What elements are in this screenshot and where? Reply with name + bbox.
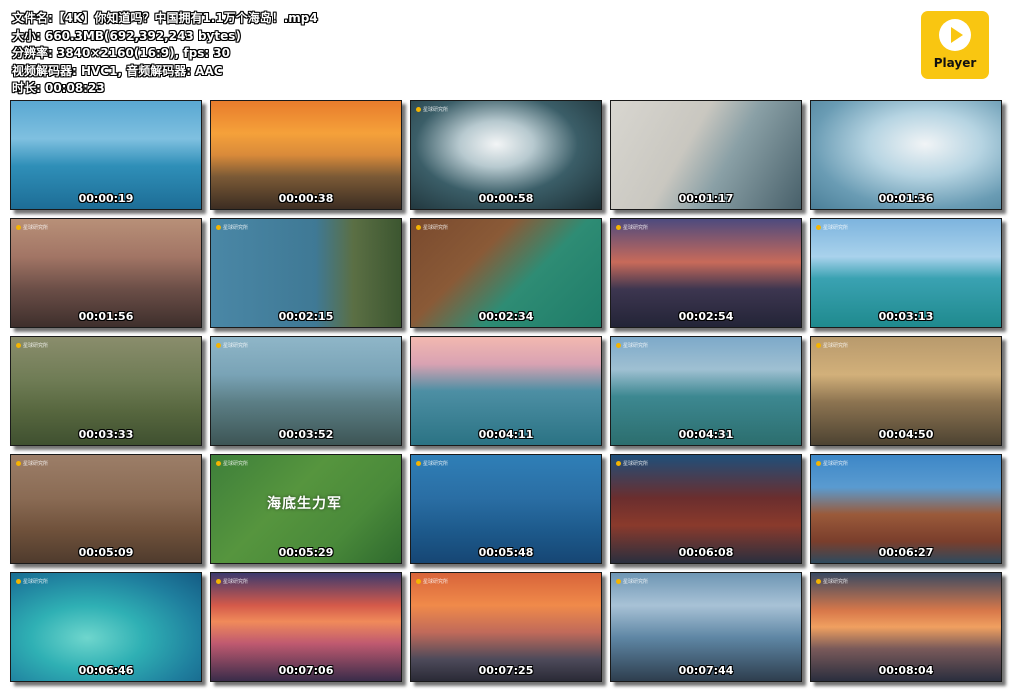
watermark: 星球研究所 <box>416 460 448 467</box>
player-logo: Player <box>921 11 989 79</box>
video-thumbnail[interactable]: 星球研究所 00:06:08 <box>610 454 802 564</box>
timestamp-label: 00:01:17 <box>678 192 734 205</box>
video-thumbnail[interactable]: 星球研究所 00:05:09 <box>10 454 202 564</box>
watermark: 星球研究所 <box>16 460 48 467</box>
resolution-line: 分辨率: 3840×2160(16:9), fps: 30 <box>12 46 231 60</box>
timestamp-label: 00:04:11 <box>478 428 534 441</box>
timestamp-label: 00:08:04 <box>878 664 934 677</box>
timestamp-label: 00:05:48 <box>478 546 534 559</box>
timestamp-label: 00:07:25 <box>478 664 534 677</box>
video-thumbnail[interactable]: 星球研究所 00:03:52 <box>210 336 402 446</box>
video-thumbnail[interactable]: 00:04:11 <box>410 336 602 446</box>
video-thumbnail[interactable]: 星球研究所 00:04:50 <box>810 336 1002 446</box>
timestamp-label: 00:04:31 <box>678 428 734 441</box>
timestamp-label: 00:00:58 <box>478 192 534 205</box>
timestamp-label: 00:03:52 <box>278 428 334 441</box>
watermark: 星球研究所 <box>416 224 448 231</box>
file-name-line: 文件名:【4K】你知道吗？中国拥有1.1万个海岛！.mp4 <box>12 11 318 25</box>
codec-line: 视频解码器: HVC1, 音频解码器: AAC <box>12 63 223 78</box>
video-thumbnail[interactable]: 00:00:19 <box>10 100 202 210</box>
video-thumbnail[interactable]: 星球研究所 00:03:13 <box>810 218 1002 328</box>
video-thumbnail[interactable]: 星球研究所 00:02:34 <box>410 218 602 328</box>
timestamp-label: 00:03:13 <box>878 310 934 323</box>
timestamp-label: 00:01:56 <box>78 310 134 323</box>
timestamp-label: 00:06:08 <box>678 546 734 559</box>
video-thumbnail[interactable]: 星球研究所 00:06:27 <box>810 454 1002 564</box>
watermark: 星球研究所 <box>816 342 848 349</box>
watermark: 星球研究所 <box>416 578 448 585</box>
watermark: 星球研究所 <box>216 342 248 349</box>
scene-caption: 海底生力军 <box>267 496 342 512</box>
video-thumbnail[interactable]: 00:01:17 <box>610 100 802 210</box>
watermark: 星球研究所 <box>616 342 648 349</box>
timestamp-label: 00:07:44 <box>678 664 734 677</box>
video-thumbnail[interactable]: 00:01:36 <box>810 100 1002 210</box>
video-thumbnail[interactable]: 00:00:38 <box>210 100 402 210</box>
video-thumbnail[interactable]: 星球研究所 00:07:44 <box>610 572 802 682</box>
video-thumbnail[interactable]: 星球研究所 00:07:06 <box>210 572 402 682</box>
video-thumbnail[interactable]: 星球研究所 00:01:56 <box>10 218 202 328</box>
watermark: 星球研究所 <box>16 342 48 349</box>
timestamp-label: 00:06:46 <box>78 664 134 677</box>
play-icon <box>939 19 971 51</box>
video-thumbnail[interactable]: 星球研究所 00:02:15 <box>210 218 402 328</box>
timestamp-label: 00:06:27 <box>878 546 934 559</box>
timestamp-label: 00:01:36 <box>878 192 934 205</box>
video-thumbnail[interactable]: 星球研究所海底生力军 00:05:29 <box>210 454 402 564</box>
video-thumbnail[interactable]: 星球研究所 00:06:46 <box>10 572 202 682</box>
watermark: 星球研究所 <box>216 460 248 467</box>
video-thumbnail[interactable]: 星球研究所 00:02:54 <box>610 218 802 328</box>
watermark: 星球研究所 <box>216 224 248 231</box>
watermark: 星球研究所 <box>216 578 248 585</box>
timestamp-label: 00:07:06 <box>278 664 334 677</box>
timestamp-label: 00:02:54 <box>678 310 734 323</box>
video-thumbnail[interactable]: 星球研究所 00:07:25 <box>410 572 602 682</box>
duration-line: 时长: 00:08:23 <box>12 81 105 95</box>
timestamp-label: 00:04:50 <box>878 428 934 441</box>
file-size-line: 大小: 660.3MB(692,392,243 bytes) <box>12 28 241 43</box>
timestamp-label: 00:00:19 <box>78 192 134 205</box>
timestamp-label: 00:00:38 <box>278 192 334 205</box>
watermark: 星球研究所 <box>616 578 648 585</box>
player-logo-label: Player <box>933 56 977 70</box>
watermark: 星球研究所 <box>816 460 848 467</box>
timestamp-label: 00:02:15 <box>278 310 334 323</box>
video-thumbnail[interactable]: 星球研究所 00:04:31 <box>610 336 802 446</box>
timestamp-label: 00:05:29 <box>278 546 334 559</box>
timestamp-label: 00:03:33 <box>78 428 134 441</box>
watermark: 星球研究所 <box>16 224 48 231</box>
watermark: 星球研究所 <box>816 578 848 585</box>
watermark: 星球研究所 <box>816 224 848 231</box>
watermark: 星球研究所 <box>616 224 648 231</box>
watermark: 星球研究所 <box>416 106 448 113</box>
timestamp-label: 00:05:09 <box>78 546 134 559</box>
timestamp-label: 00:02:34 <box>478 310 534 323</box>
video-thumbnail[interactable]: 星球研究所 00:00:58 <box>410 100 602 210</box>
watermark: 星球研究所 <box>616 460 648 467</box>
video-thumbnail[interactable]: 星球研究所 00:03:33 <box>10 336 202 446</box>
video-thumbnail[interactable]: 星球研究所 00:05:48 <box>410 454 602 564</box>
file-info-panel: 文件名:【4K】你知道吗？中国拥有1.1万个海岛！.mp4 大小: 660.3M… <box>12 10 732 98</box>
watermark: 星球研究所 <box>16 578 48 585</box>
video-thumbnail[interactable]: 星球研究所 00:08:04 <box>810 572 1002 682</box>
